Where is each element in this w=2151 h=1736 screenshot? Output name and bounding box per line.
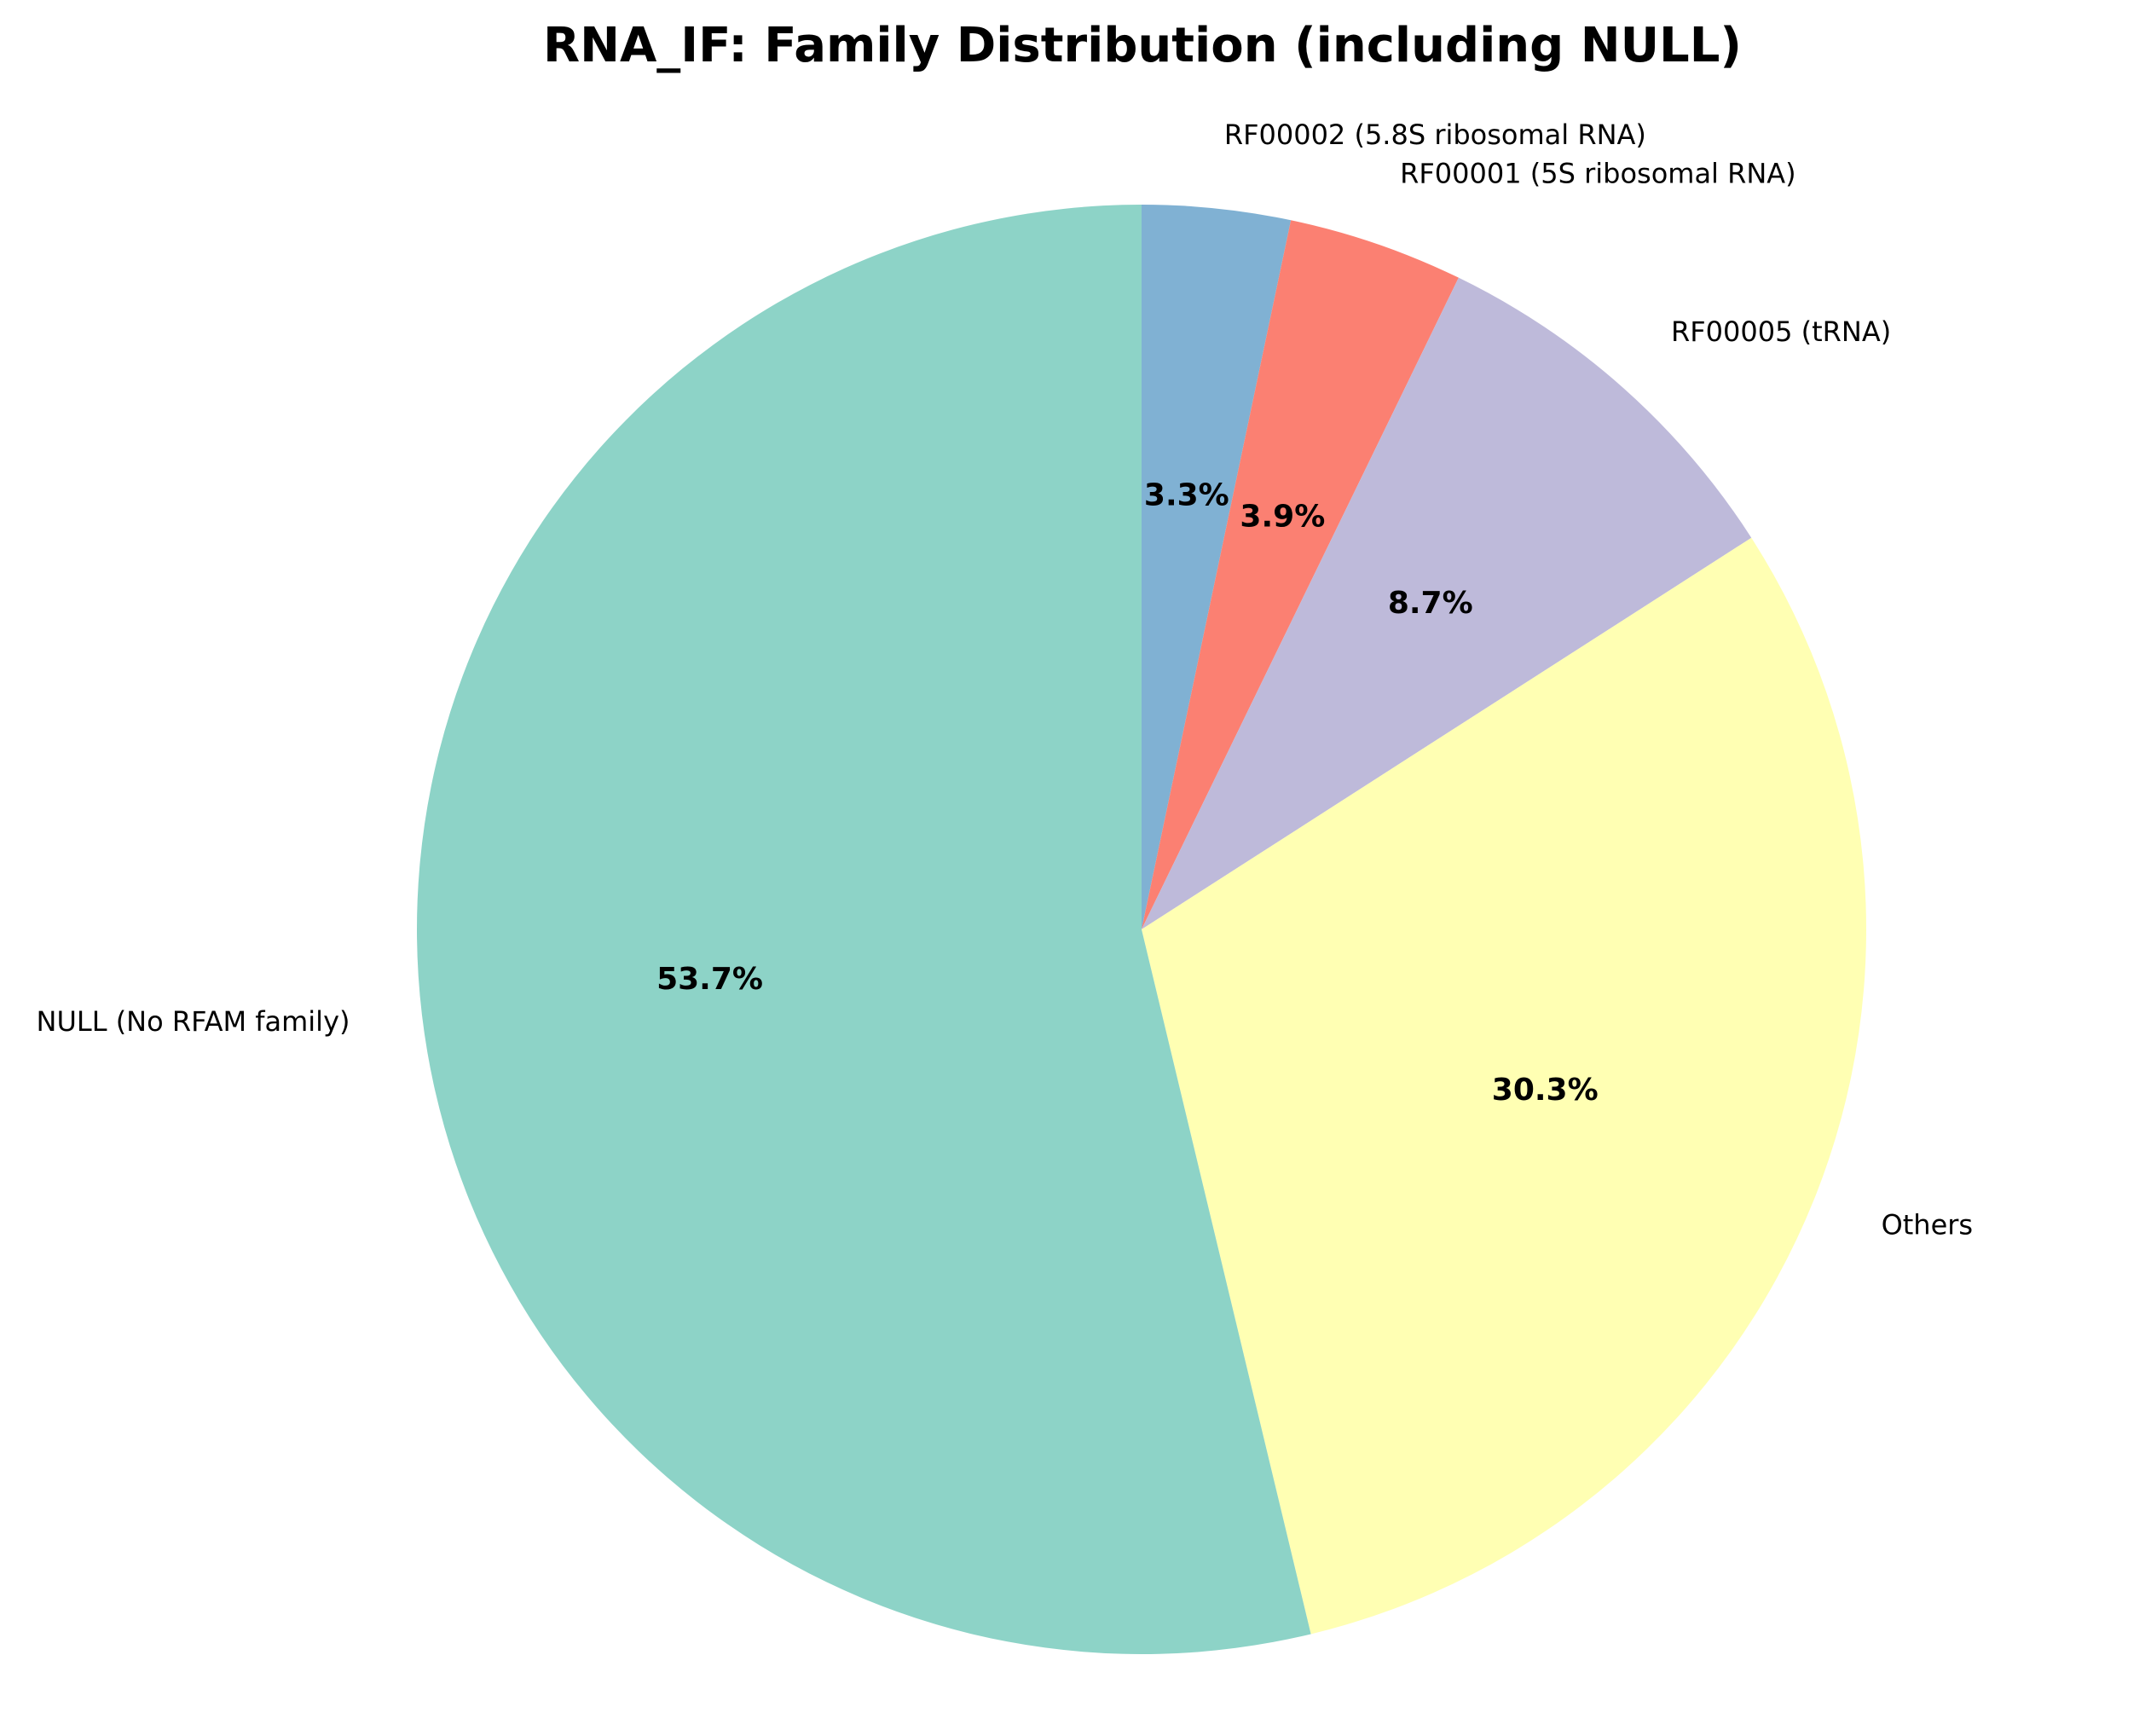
percent-label-others: 30.3%	[1492, 1073, 1599, 1108]
percent-label-null-no-rfam-family: 53.7%	[656, 962, 763, 997]
pie-labels: RF00002 (5.8S ribosomal RNA) 3.3% RF00001 …	[37, 119, 1974, 1241]
slice-label-rf00002-5-8s-ribosomal-rna: RF00002 (5.8S ribosomal RNA)	[1224, 119, 1646, 151]
pie-slice-others	[1142, 537, 1866, 1635]
pie-slice-rf00005-trna	[1142, 277, 1752, 930]
slice-label-rf00001-5s-ribosomal-rna: RF00001 (5S ribosomal RNA)	[1400, 158, 1796, 190]
pie-slice-rf00002-5-8s-ribosomal-rna	[1142, 205, 1292, 929]
chart-title: RNA_IF: Family Distribution (including N…	[543, 18, 1742, 73]
percent-label-rf00001-5s-ribosomal-rna: 3.9%	[1240, 500, 1325, 535]
pie-slices	[416, 205, 1866, 1654]
slice-label-rf00005-trna: RF00005 (tRNA)	[1671, 315, 1891, 348]
pie-slice-null-no-rfam-family	[416, 205, 1311, 1654]
slice-label-others: Others	[1882, 1209, 1974, 1241]
percent-label-rf00005-trna: 8.7%	[1388, 586, 1473, 621]
percent-label-rf00002-5-8s-ribosomal-rna: 3.3%	[1144, 478, 1229, 513]
slice-label-null-no-rfam-family: NULL (No RFAM family)	[37, 1005, 350, 1038]
pie-slice-rf00001-5s-ribosomal-rna	[1142, 220, 1459, 929]
